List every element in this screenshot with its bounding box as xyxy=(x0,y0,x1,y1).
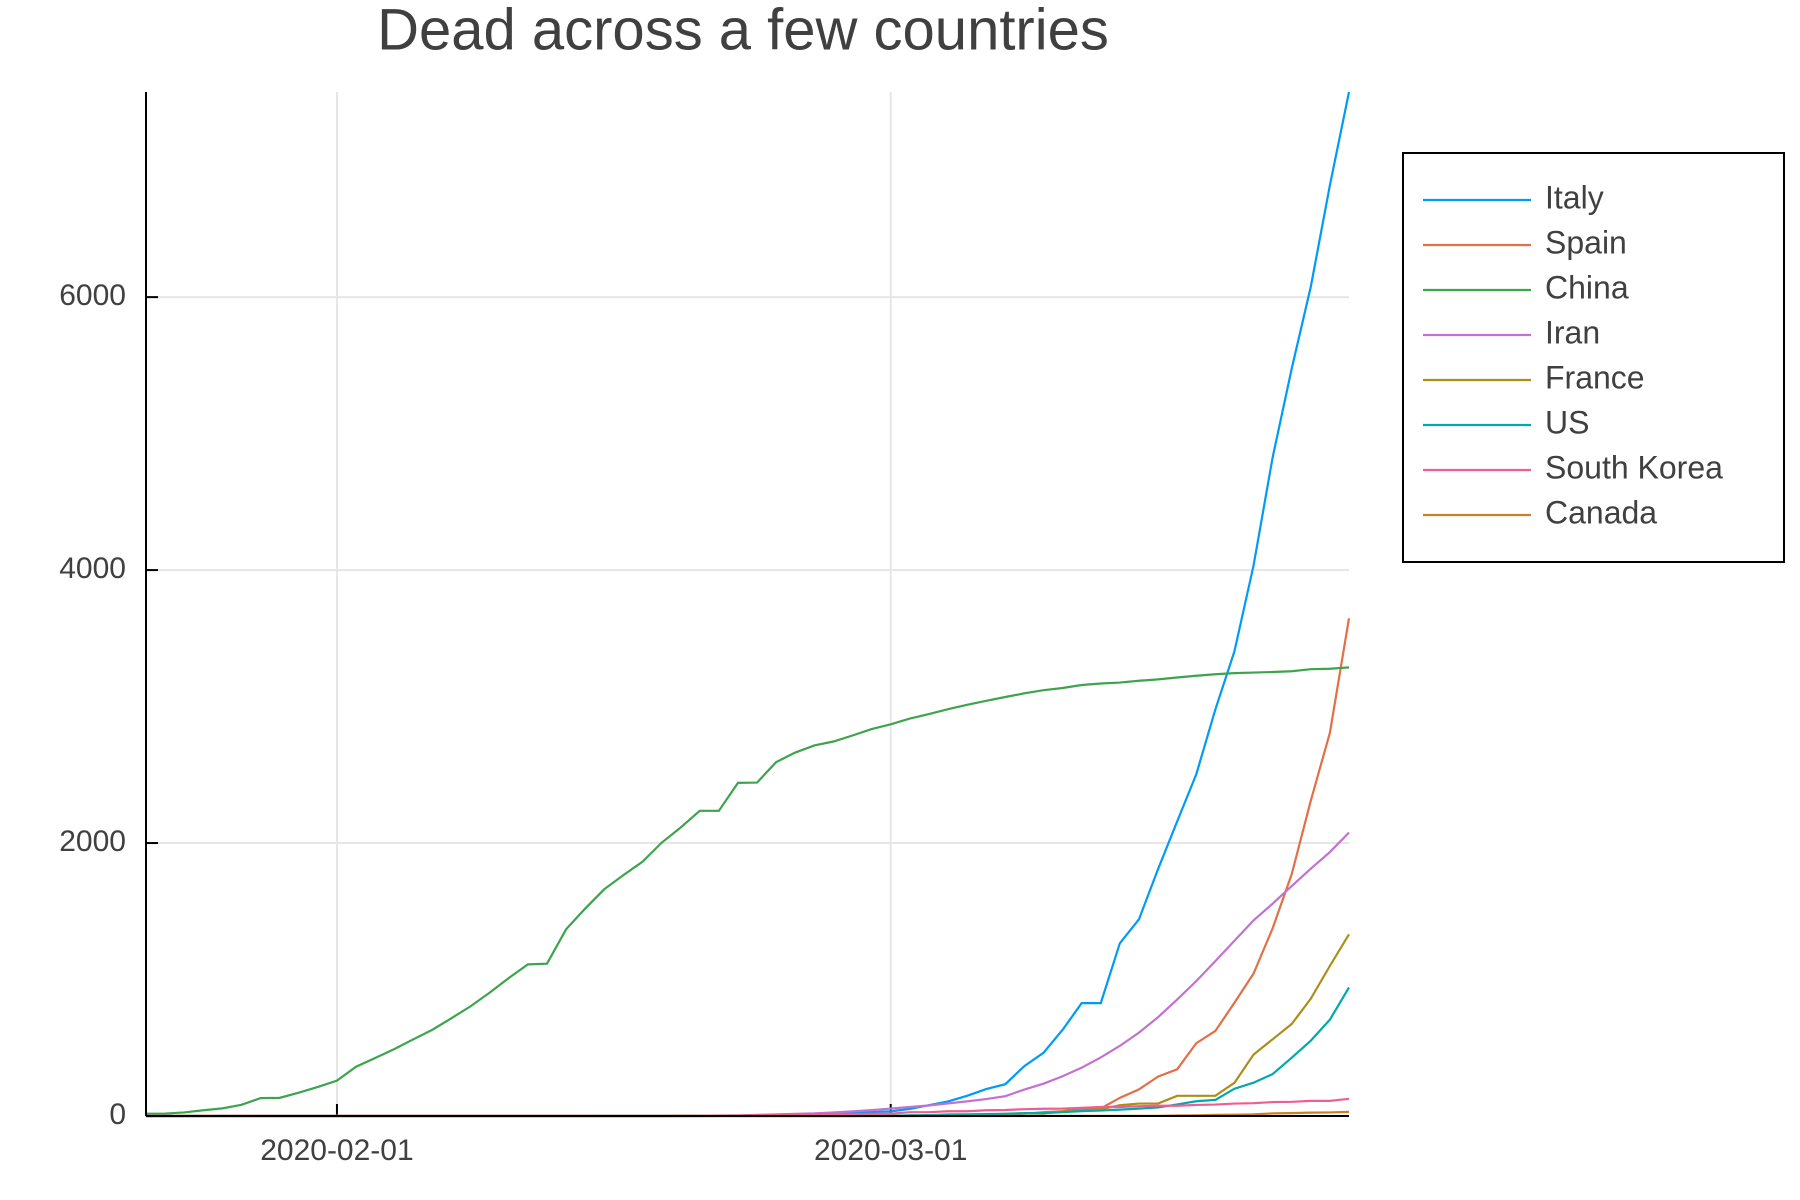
series-line xyxy=(145,666,1350,1115)
x-tick-label: 2020-03-01 xyxy=(814,1134,967,1167)
legend-label: Iran xyxy=(1545,314,1600,350)
legend-label: South Korea xyxy=(1545,449,1723,485)
y-tick-label: 4000 xyxy=(59,552,126,585)
legend-label: France xyxy=(1545,359,1645,395)
legend-label: US xyxy=(1545,404,1589,440)
series-line xyxy=(146,933,1350,1118)
series-line xyxy=(146,1097,1350,1118)
chart-title: Dead across a few countries xyxy=(377,0,1109,62)
legend-label: Canada xyxy=(1545,494,1657,530)
x-tick-label: 2020-02-01 xyxy=(260,1134,413,1167)
y-tick-label: 0 xyxy=(109,1098,126,1131)
series-line xyxy=(146,91,1351,1118)
series-line xyxy=(146,618,1351,1118)
legend-label: Italy xyxy=(1545,179,1604,215)
legend-label: China xyxy=(1545,269,1629,305)
legend-box xyxy=(1402,152,1785,563)
y-tick-label: 6000 xyxy=(59,279,126,312)
y-tick-label: 2000 xyxy=(59,825,126,858)
legend-label: Spain xyxy=(1545,224,1627,260)
